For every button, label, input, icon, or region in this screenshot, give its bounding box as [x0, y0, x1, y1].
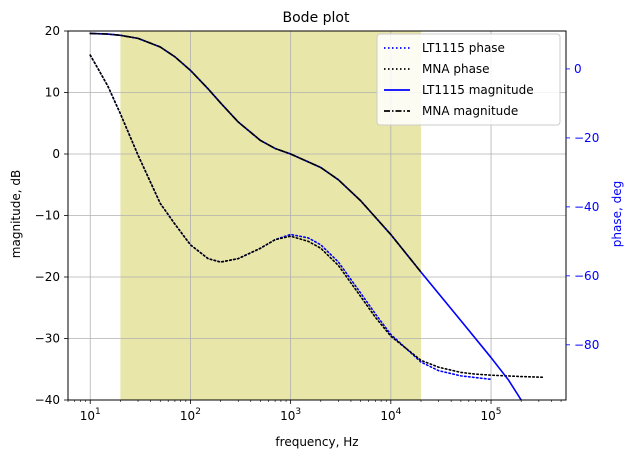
y-left-tick-label: 0 — [52, 147, 60, 161]
y-axis-right-label: phase, deg — [610, 181, 624, 247]
legend-label: LT1115 magnitude — [422, 83, 534, 97]
chart-title: Bode plot — [283, 10, 350, 26]
x-tick-label: 102 — [180, 407, 201, 423]
y-left-tick-label: 20 — [45, 24, 60, 38]
x-tick-label: 101 — [80, 407, 101, 423]
legend-label: MNA phase — [422, 62, 490, 76]
legend-box — [376, 33, 561, 126]
y-right-tick-label: 0 — [574, 62, 582, 76]
y-right-tick-label: −80 — [574, 338, 599, 352]
y-right-tick-label: −60 — [574, 269, 599, 283]
x-tick-label: 104 — [380, 407, 401, 423]
legend-label: MNA magnitude — [422, 104, 518, 118]
series-layer — [89, 32, 544, 400]
y-left-tick-label: −20 — [35, 270, 60, 284]
axis-layer: 101 102 103 104 105 20 10 0 −10 −20 −30 −40 0 −20 −40 −… — [35, 24, 600, 423]
legend-label: LT1115 phase — [422, 41, 505, 55]
y-left-tick-label: −40 — [35, 393, 60, 407]
y-axis-left-label: magnitude, dB — [9, 170, 23, 258]
y-left-tick-label: −30 — [35, 332, 60, 346]
x-tick-label: 105 — [481, 407, 502, 423]
series-line-mna-phase — [89, 54, 544, 379]
y-right-tick-label: −20 — [574, 131, 599, 145]
series-line-mna-magnitude — [89, 32, 422, 273]
y-right-tick-label: −40 — [574, 200, 599, 214]
y-left-tick-label: −10 — [35, 209, 60, 223]
x-tick-label: 103 — [280, 407, 301, 423]
y-left-tick-label: 10 — [45, 86, 60, 100]
legend: LT1115 phase MNA phase LT1115 magnitude MNA… — [376, 33, 561, 126]
x-axis-label: frequency, Hz — [275, 435, 358, 449]
